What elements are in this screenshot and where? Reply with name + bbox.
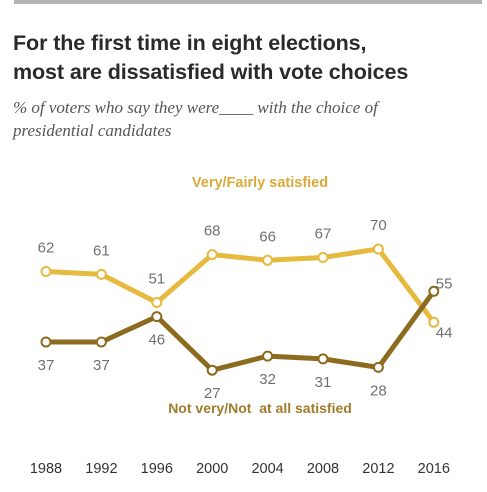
data-label-dissatisfied: 37	[38, 357, 55, 374]
data-label-satisfied: 67	[315, 226, 332, 243]
data-label-dissatisfied: 37	[93, 357, 110, 374]
x-tick-label: 1988	[30, 461, 62, 477]
data-label-dissatisfied: 31	[315, 374, 332, 391]
data-label-dissatisfied: 55	[436, 275, 453, 292]
data-point	[428, 285, 440, 297]
chart-subtitle-line-1: % of voters who say they were____ with t…	[13, 98, 378, 117]
series-line-dissatisfied	[43, 288, 437, 373]
data-label-satisfied: 44	[436, 324, 453, 341]
x-tick-label: 1996	[141, 461, 173, 477]
data-label-dissatisfied: 27	[204, 385, 221, 402]
data-label-satisfied: 66	[259, 228, 276, 245]
data-point	[151, 311, 163, 323]
x-tick-label: 2008	[307, 461, 339, 477]
data-point	[206, 364, 218, 376]
data-point	[372, 361, 384, 373]
data-label-satisfied: 51	[148, 271, 165, 288]
series-label-dissatisfied: Not very/Not at all satisfied	[168, 400, 352, 416]
data-label-dissatisfied: 46	[148, 332, 165, 349]
chart-subtitle-line-2: presidential candidates	[13, 121, 172, 140]
data-label-satisfied: 62	[38, 240, 55, 257]
data-point	[95, 336, 107, 348]
data-point	[428, 316, 440, 328]
top-rule	[14, 0, 482, 4]
data-point	[317, 252, 329, 263]
data-label-dissatisfied: 32	[259, 371, 276, 388]
x-tick-label: 2012	[362, 461, 394, 477]
chart-title-line-1: For the first time in eight elections,	[13, 31, 367, 55]
data-label-satisfied: 68	[204, 223, 221, 240]
x-tick-label: 1992	[85, 461, 117, 477]
chart-title-line-2: most are dissatisfied with vote choices	[13, 60, 409, 84]
data-label-satisfied: 61	[93, 242, 110, 259]
data-point	[206, 249, 218, 261]
data-point	[40, 266, 52, 277]
x-tick-label: 2004	[251, 461, 283, 477]
data-label-dissatisfied: 28	[370, 382, 387, 399]
data-point	[372, 243, 384, 255]
series-line-satisfied	[43, 246, 437, 325]
data-point	[317, 353, 329, 365]
data-point	[40, 336, 52, 348]
data-point	[95, 268, 107, 280]
data-point	[151, 297, 163, 308]
x-tick-label: 2016	[418, 461, 450, 477]
data-point	[262, 350, 274, 362]
data-label-satisfied: 70	[370, 217, 387, 234]
data-point	[262, 254, 274, 266]
series-label-satisfied: Very/Fairly satisfied	[192, 175, 328, 191]
x-tick-label: 2000	[196, 461, 228, 477]
